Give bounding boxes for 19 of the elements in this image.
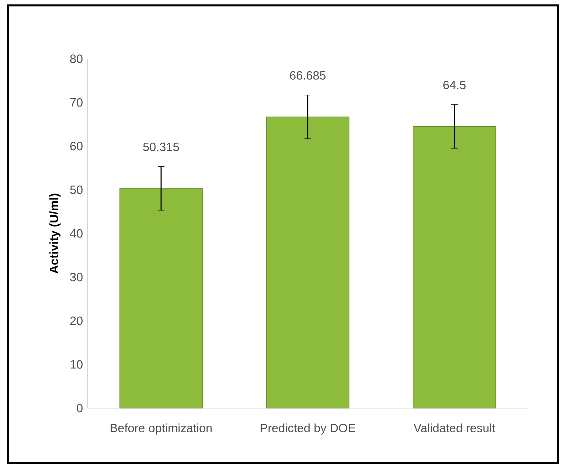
- y-axis-title: Activity (U/ml): [50, 194, 61, 274]
- y-tick-label: 30: [70, 273, 83, 282]
- bar: [413, 126, 496, 409]
- y-tick-label: 40: [70, 229, 83, 238]
- y-tick-label: 50: [70, 186, 83, 194]
- y-tick-label: 60: [70, 142, 83, 151]
- data-label: 66.685: [290, 71, 326, 80]
- x-tick-label: Validated result: [414, 424, 496, 433]
- bar: [120, 188, 203, 409]
- y-tick-label: 10: [70, 360, 83, 369]
- x-tick-label: Predicted by DOE: [260, 424, 356, 435]
- y-tick-label: 0: [77, 404, 83, 413]
- x-tick-label: Before optimization: [110, 424, 212, 435]
- data-label: 50.315: [143, 142, 180, 152]
- bar: [266, 116, 350, 409]
- data-label: 64.5: [444, 80, 466, 90]
- y-tick-label: 70: [70, 98, 83, 107]
- y-tick-label: 20: [70, 316, 83, 326]
- y-tick-label: 80: [70, 54, 83, 64]
